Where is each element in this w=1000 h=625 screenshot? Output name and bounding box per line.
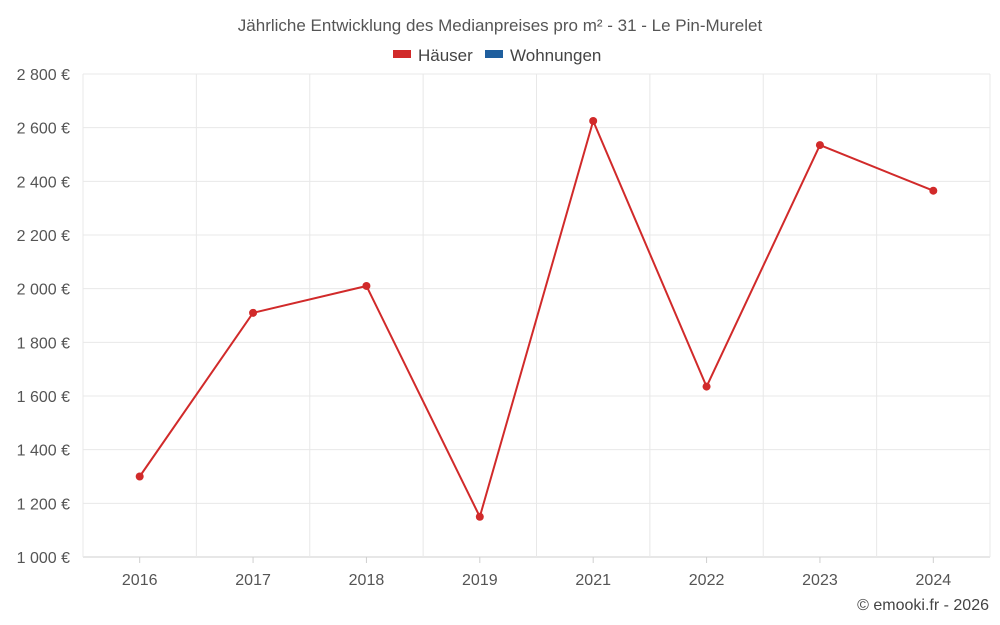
credit-text: © emooki.fr - 2026 xyxy=(857,597,989,614)
x-tick-label: 2019 xyxy=(462,572,498,589)
y-tick-label: 1 400 € xyxy=(17,443,70,460)
series-line xyxy=(138,119,934,518)
y-tick-label: 1 800 € xyxy=(17,335,70,352)
legend-swatch-haeuser xyxy=(393,50,411,58)
y-tick-label: 2 400 € xyxy=(17,174,70,191)
legend-item-wohnungen[interactable]: Wohnungen xyxy=(485,46,601,65)
y-tick-label: 1 000 € xyxy=(17,550,70,567)
x-tick-label: 2016 xyxy=(122,572,158,589)
legend-item-haeuser[interactable]: Häuser xyxy=(393,46,473,65)
data-point[interactable] xyxy=(929,186,938,195)
x-tick-label: 2022 xyxy=(689,572,725,589)
legend: Häuser Wohnungen xyxy=(393,46,601,65)
y-tick-label: 2 000 € xyxy=(17,282,70,299)
data-point[interactable] xyxy=(135,472,144,481)
data-point[interactable] xyxy=(249,308,258,317)
chart-title: Jährliche Entwicklung des Medianpreises … xyxy=(238,16,763,35)
legend-label-haeuser: Häuser xyxy=(418,46,473,65)
data-point[interactable] xyxy=(362,281,371,290)
y-axis: 1 000 € 1 200 € 1 400 € 1 600 € 1 800 € 2 000… xyxy=(17,67,70,567)
data-point[interactable] xyxy=(815,141,824,150)
y-tick-label: 2 600 € xyxy=(17,121,70,138)
y-tick-label: 2 200 € xyxy=(17,228,70,245)
series-haeuser xyxy=(135,116,938,521)
x-axis: 2016 2017 2018 2019 2021 2022 2023 2024 xyxy=(122,557,951,589)
x-tick-label: 2024 xyxy=(916,572,952,589)
legend-label-wohnungen: Wohnungen xyxy=(510,46,601,65)
y-tick-label: 1 200 € xyxy=(17,496,70,513)
y-tick-label: 1 600 € xyxy=(17,389,70,406)
y-tick-label: 2 800 € xyxy=(17,67,70,84)
data-point[interactable] xyxy=(589,116,598,125)
grid xyxy=(82,73,991,558)
x-tick-label: 2023 xyxy=(802,572,838,589)
x-tick-label: 2017 xyxy=(235,572,271,589)
legend-swatch-wohnungen xyxy=(485,50,503,58)
data-point[interactable] xyxy=(475,512,484,521)
x-tick-label: 2021 xyxy=(575,572,611,589)
x-tick-label: 2018 xyxy=(349,572,385,589)
data-point[interactable] xyxy=(702,382,711,391)
